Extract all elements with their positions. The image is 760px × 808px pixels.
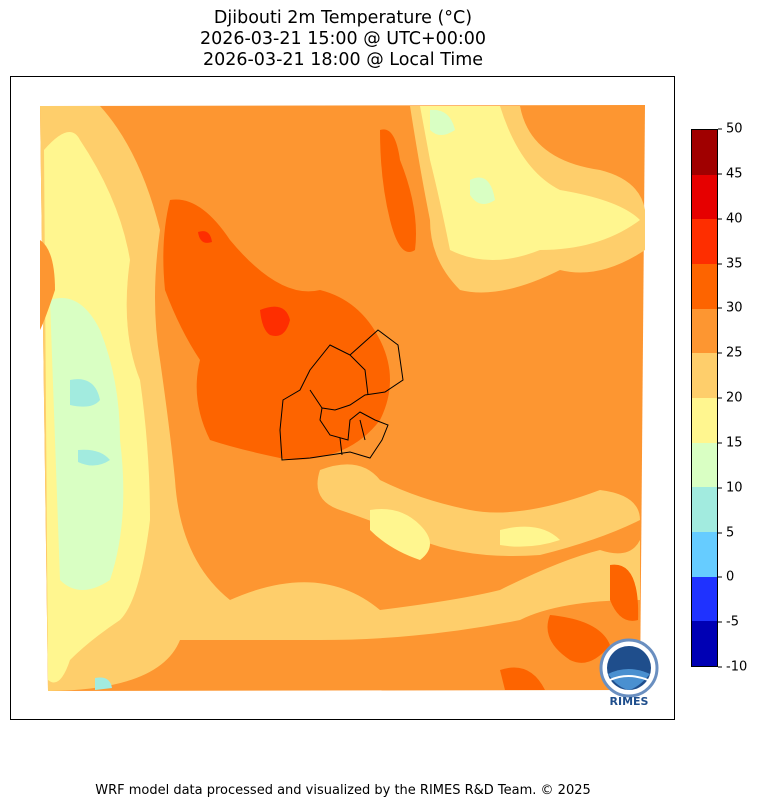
footer-credit: WRF model data processed and visualized … bbox=[95, 783, 591, 798]
colorbar-segment bbox=[692, 353, 717, 398]
title-line-3: 2026-03-21 18:00 @ Local Time bbox=[202, 50, 484, 70]
colorbar-tick-label: 15 bbox=[718, 436, 743, 449]
colorbar-segment bbox=[692, 531, 717, 577]
colorbar-tick-label: 20 bbox=[718, 392, 743, 405]
title-line-1: Djibouti 2m Temperature (°C) bbox=[213, 8, 473, 28]
colorbar-segment bbox=[692, 621, 717, 666]
colorbar-tick-label: 35 bbox=[718, 257, 743, 270]
colorbar-segment bbox=[692, 442, 717, 488]
colorbar-tick-label: 10 bbox=[718, 481, 743, 494]
colorbar-segment bbox=[692, 129, 717, 175]
colorbar-tick-label: 40 bbox=[718, 212, 743, 225]
colorbar-tick-label: 5 bbox=[718, 526, 734, 539]
temperature-field bbox=[40, 105, 645, 691]
colorbar-segment bbox=[692, 308, 717, 354]
svg-text:RIMES: RIMES bbox=[610, 695, 649, 708]
rimes-logo: RIMES bbox=[599, 638, 659, 708]
colorbar-tick-label: 30 bbox=[718, 302, 743, 315]
colorbar-tick-label: 50 bbox=[718, 123, 743, 136]
colorbar-tick-label: 0 bbox=[718, 571, 734, 584]
colorbar-segment bbox=[692, 263, 717, 309]
map-title: Djibouti 2m Temperature (°C) 2026-03-21 … bbox=[0, 8, 686, 71]
colorbar-tick-label: 45 bbox=[718, 167, 743, 180]
title-line-2: 2026-03-21 15:00 @ UTC+00:00 bbox=[199, 29, 487, 49]
colorbar-tick-label: -10 bbox=[718, 661, 747, 674]
colorbar bbox=[691, 129, 718, 667]
colorbar-tick-label: -5 bbox=[718, 616, 739, 629]
country-boundary bbox=[279, 329, 404, 461]
map-frame bbox=[10, 76, 675, 720]
colorbar-segment bbox=[692, 397, 717, 443]
colorbar-segment bbox=[692, 576, 717, 622]
colorbar-tick-label: 25 bbox=[718, 347, 743, 360]
colorbar-segment bbox=[692, 487, 717, 532]
colorbar-ticks: -10 -5 0 5 10 15 20 25 30 35 40 45 50 bbox=[718, 123, 760, 674]
colorbar-segment bbox=[692, 174, 717, 220]
colorbar-segment bbox=[692, 219, 717, 264]
